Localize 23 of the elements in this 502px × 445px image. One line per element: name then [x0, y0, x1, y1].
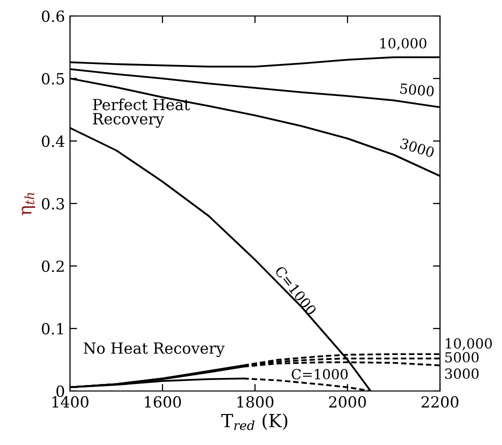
x-tick-label: 1800: [237, 396, 274, 408]
annotation: 10,000: [446, 338, 492, 350]
y-tick-label: 0.4: [42, 135, 64, 148]
annotation: 3000: [445, 368, 479, 379]
y-tick-label: 0.5: [42, 72, 64, 85]
x-axis-title: T$_{red}$ (K): [221, 413, 288, 430]
annotation: No Heat Recovery: [84, 342, 225, 358]
y-tick-label: 0.6: [42, 10, 64, 22]
y-tick-label: 0.2: [42, 260, 64, 272]
annotation: C=1000: [292, 368, 348, 380]
x-tick-label: 1400: [52, 396, 88, 408]
y-axis-title: η$_{th}$: [22, 192, 36, 216]
annotation: 5000: [400, 83, 434, 97]
annotation: Perfect Heat Recovery: [93, 98, 190, 128]
x-tick-label: 2200: [422, 396, 458, 408]
y-tick-label: 0: [56, 385, 64, 398]
annotation: 5000: [445, 352, 479, 363]
annotation: 3000: [400, 138, 435, 158]
y-tick-label: 0.3: [42, 198, 64, 210]
annotation: 10,000: [380, 38, 426, 50]
x-tick-label: 2000: [329, 396, 366, 408]
x-tick-label: 1600: [144, 396, 181, 408]
y-tick-label: 0.1: [42, 322, 63, 335]
